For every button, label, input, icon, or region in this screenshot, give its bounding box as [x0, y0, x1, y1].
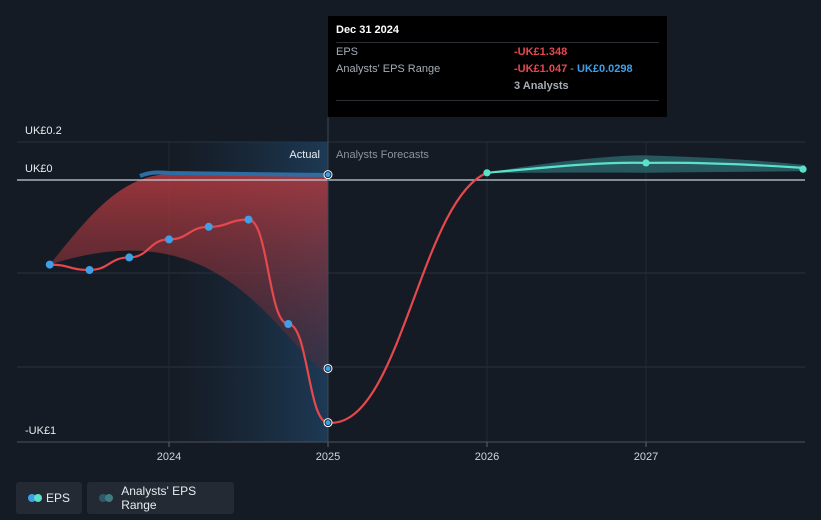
analyst-range-legend-icon — [99, 493, 113, 503]
forecast-data-point — [799, 165, 807, 173]
tooltip-eps-row: EPS -UK£1.348 — [336, 42, 659, 60]
y-tick-label: UK£0.2 — [25, 125, 62, 137]
y-tick-label: -UK£1 — [25, 425, 56, 437]
tooltip-divider — [336, 100, 659, 101]
legend-eps-label: EPS — [45, 491, 70, 505]
tooltip-range-separator: - — [567, 62, 577, 75]
forecast-data-point — [483, 169, 491, 177]
tooltip-range-low: -UK£1.047 — [514, 62, 568, 75]
x-tick-label: 2027 — [634, 451, 658, 463]
range-marker-inner — [325, 365, 331, 371]
x-tick-label: 2025 — [316, 451, 340, 463]
legend-range-label: Analysts' EPS Range — [121, 484, 197, 512]
eps-data-point — [165, 235, 173, 244]
past-analyst-range-top-edge — [139, 170, 329, 178]
eps-data-point — [244, 215, 253, 224]
eps-data-point — [45, 260, 54, 269]
tooltip-range-row: Analysts' EPS Range -UK£1.047 - UK£0.029… — [336, 60, 659, 77]
past-analyst-range-area — [49, 174, 328, 376]
actual-region-label: Actual — [289, 149, 320, 161]
tooltip-eps-label: EPS — [336, 45, 359, 58]
tooltip-eps-value: -UK£1.348 — [514, 45, 568, 58]
x-tick-label: 2024 — [157, 451, 181, 463]
y-tick-label: UK£0 — [25, 163, 53, 175]
tooltip-analysts-count: 3 Analysts — [514, 79, 569, 92]
legend-item-eps[interactable]: EPS — [16, 482, 82, 514]
forecast-data-point — [642, 159, 650, 167]
tooltip-range-high: UK£0.0298 — [576, 62, 633, 75]
tooltip: Dec 31 2024 EPS -UK£1.348 Analysts' EPS … — [328, 16, 667, 117]
eps-forecast-line-negative — [327, 171, 488, 424]
eps-data-point — [204, 222, 213, 231]
range-marker-inner — [325, 172, 331, 178]
x-tick-label: 2026 — [475, 451, 499, 463]
eps-chart: 2024 2025 2026 2027 UK£0.2UK£0-UK£1 Actual … — [17, 117, 807, 463]
eps-data-point — [85, 266, 94, 274]
eps-legend-icon — [28, 493, 42, 503]
eps-data-point — [125, 253, 134, 262]
eps-data-point-selected — [325, 420, 331, 426]
legend-item-analyst-range[interactable]: Analysts' EPS Range — [87, 482, 234, 514]
tooltip-date: Dec 31 2024 — [336, 24, 399, 36]
tooltip-range-label: Analysts' EPS Range — [336, 62, 441, 75]
tooltip-analysts-row: 3 Analysts — [336, 77, 659, 94]
forecast-region-label: Analysts Forecasts — [336, 149, 429, 161]
eps-data-point — [284, 320, 293, 328]
